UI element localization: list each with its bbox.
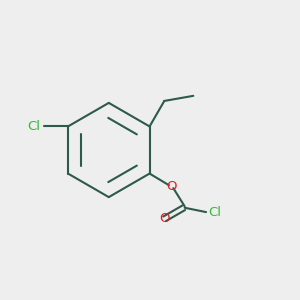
Text: Cl: Cl: [27, 120, 40, 133]
Text: O: O: [166, 180, 176, 193]
Text: O: O: [159, 212, 170, 225]
Text: Cl: Cl: [208, 206, 221, 219]
